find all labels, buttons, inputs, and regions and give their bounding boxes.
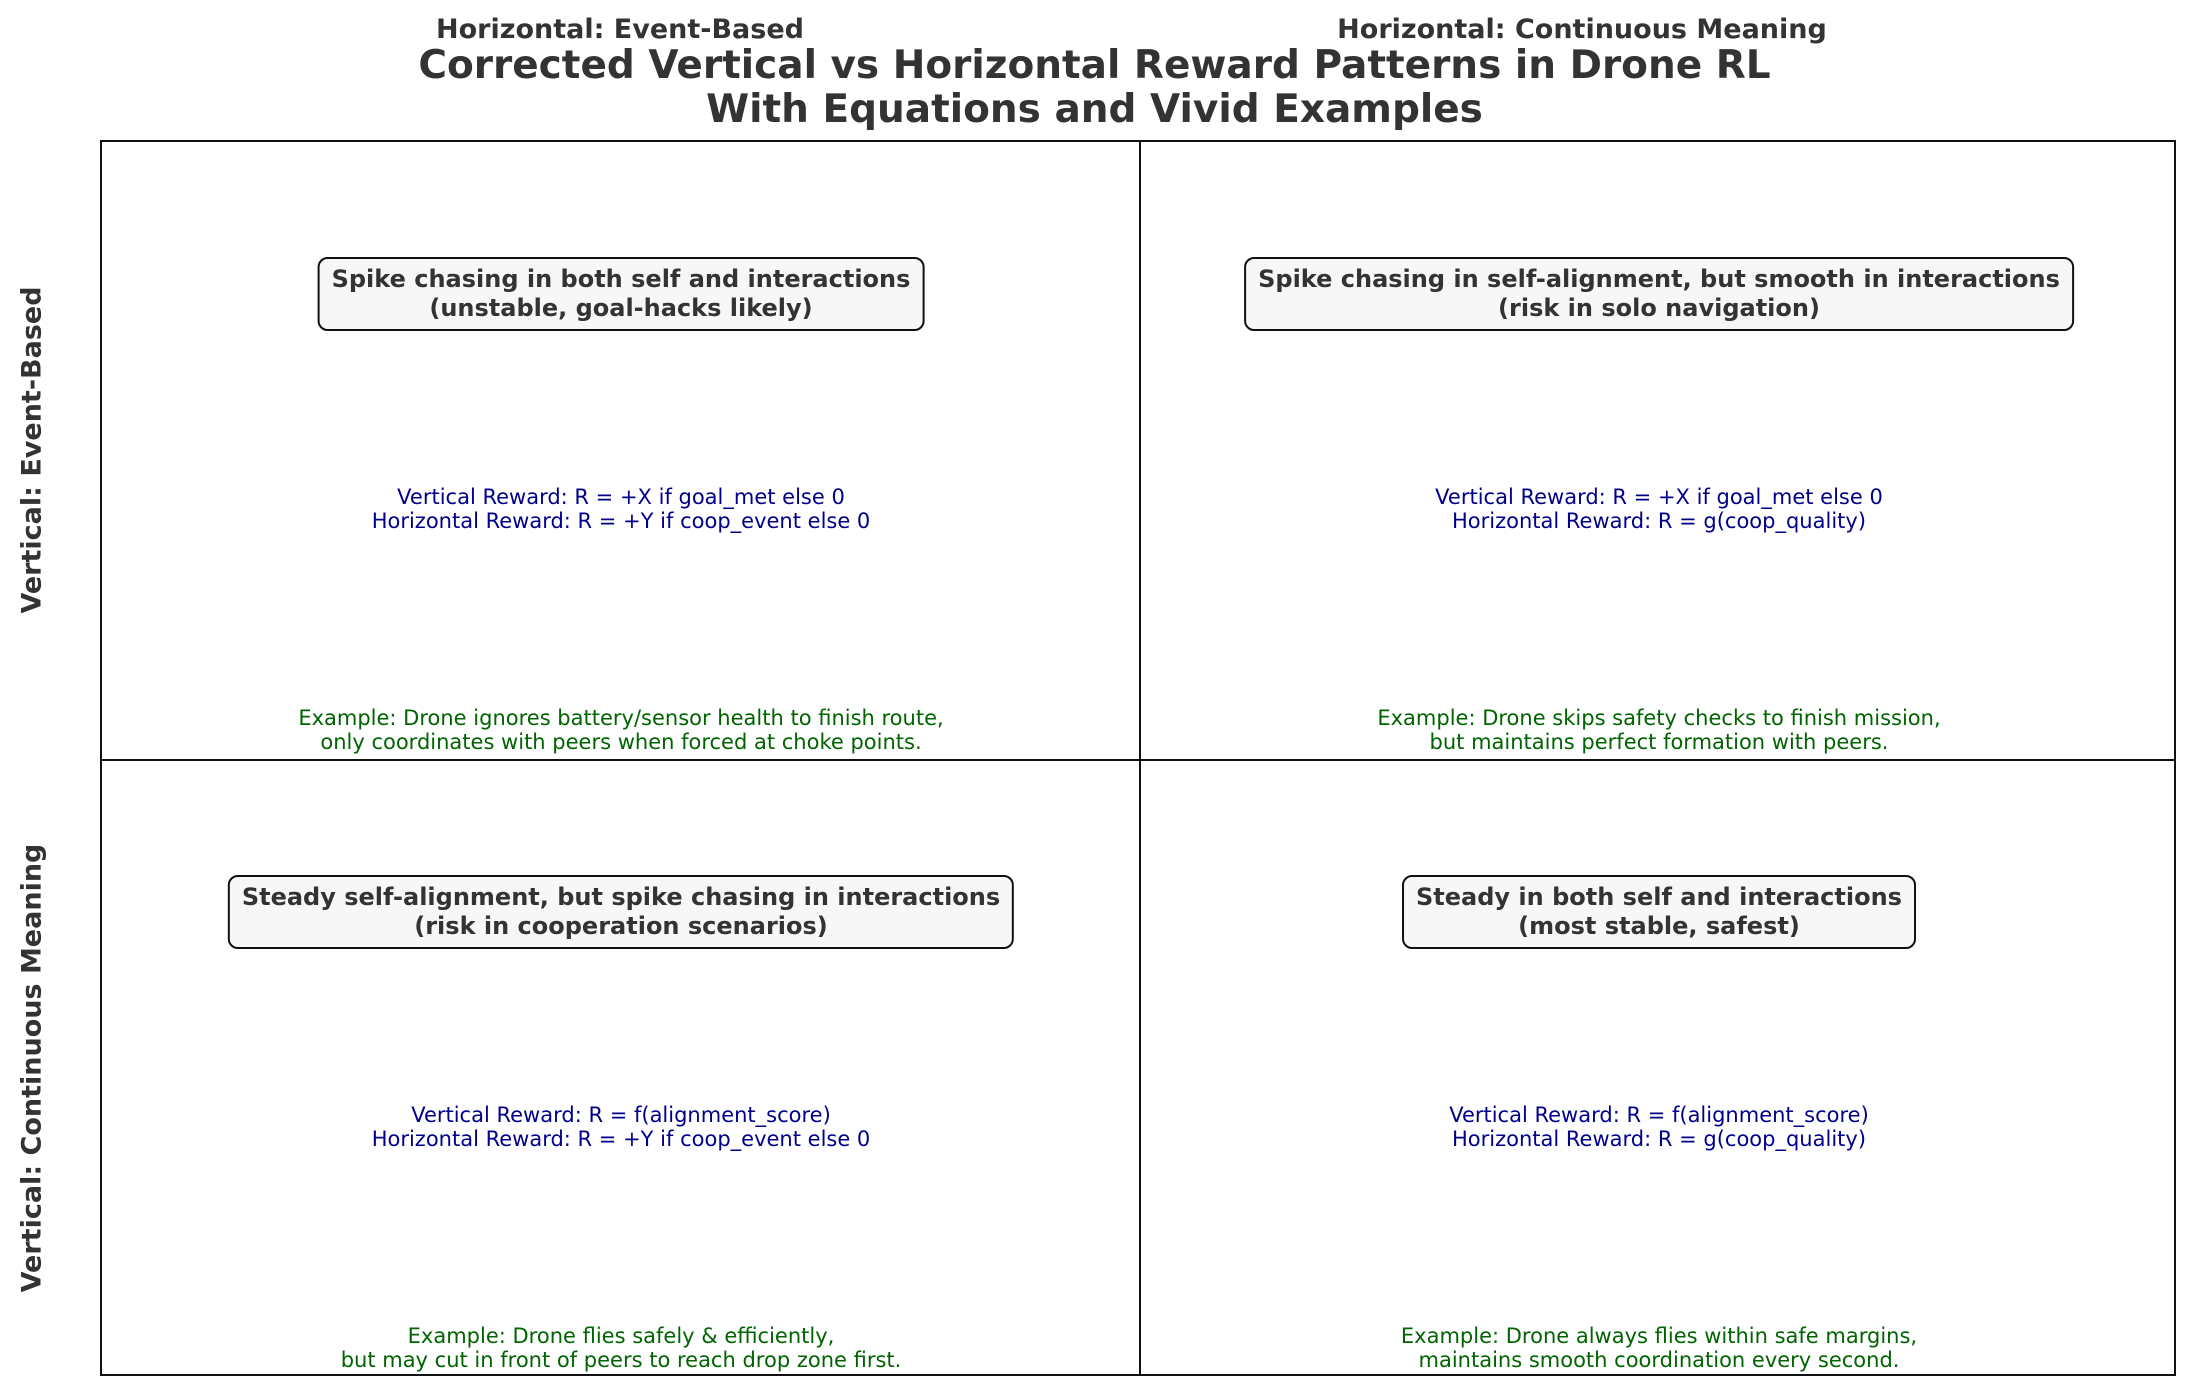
horizontal-reward-equation: Horizontal Reward: R = +Y if coop_event … [371, 1127, 871, 1151]
quadrant-title-line-2: (risk in cooperation scenarios) [414, 912, 828, 940]
horizontal-reward-equation: Horizontal Reward: R = g(coop_quality) [1451, 1127, 1867, 1151]
quadrant-title-line-1: Steady self-alignment, but spike chasing… [241, 883, 1001, 911]
example-line-1: Example: Drone ignores battery/sensor he… [298, 706, 944, 730]
vertical-reward-equation: Vertical Reward: R = f(alignment_score) [411, 1103, 831, 1127]
reward-equations: Vertical Reward: R = f(alignment_score) … [102, 1103, 1140, 1151]
horizontal-reward-equation: Horizontal Reward: R = g(coop_quality) [1451, 509, 1867, 533]
vertical-reward-equation: Vertical Reward: R = +X if goal_met else… [397, 485, 845, 509]
quadrant-title-line-2: (risk in solo navigation) [1498, 294, 1820, 322]
vertical-reward-equation: Vertical Reward: R = f(alignment_score) [1449, 1103, 1869, 1127]
column-header-continuous: Horizontal: Continuous Meaning [1337, 14, 1827, 45]
quadrant-grid: Spike chasing in both self and interacti… [100, 140, 2176, 1376]
example-line-2: but maintains perfect formation with pee… [1429, 730, 1889, 754]
vertical-divider [1139, 142, 1141, 1374]
quadrant-title-box: Spike chasing in both self and interacti… [317, 257, 925, 331]
row-header-continuous: Vertical: Continuous Meaning [16, 843, 48, 1293]
quadrant-top-right: Spike chasing in self-alignment, but smo… [1140, 142, 2178, 760]
example-text: Example: Drone flies safely & efficientl… [102, 1324, 1140, 1372]
example-line-2: but may cut in front of peers to reach d… [340, 1348, 902, 1372]
quadrant-title-box: Steady in both self and interactions (mo… [1402, 875, 1916, 949]
reward-equations: Vertical Reward: R = f(alignment_score) … [1140, 1103, 2178, 1151]
vertical-reward-equation: Vertical Reward: R = +X if goal_met else… [1435, 485, 1883, 509]
horizontal-divider [102, 759, 2174, 761]
example-line-2: maintains smooth coordination every seco… [1418, 1348, 1900, 1372]
quadrant-title-box: Spike chasing in self-alignment, but smo… [1244, 257, 2074, 331]
example-line-1: Example: Drone flies safely & efficientl… [407, 1324, 835, 1348]
horizontal-reward-equation: Horizontal Reward: R = +Y if coop_event … [371, 509, 871, 533]
quadrant-title-line-1: Spike chasing in self-alignment, but smo… [1258, 265, 2060, 293]
quadrant-title-box: Steady self-alignment, but spike chasing… [227, 875, 1015, 949]
quadrant-title-line-2: (unstable, goal-hacks likely) [429, 294, 813, 322]
title-line-1: Corrected Vertical vs Horizontal Reward … [418, 43, 1771, 88]
reward-equations: Vertical Reward: R = +X if goal_met else… [102, 485, 1140, 533]
reward-equations: Vertical Reward: R = +X if goal_met else… [1140, 485, 2178, 533]
title-line-2: With Equations and Vivid Examples [706, 87, 1483, 132]
column-header-event-based: Horizontal: Event-Based [436, 14, 804, 45]
quadrant-top-left: Spike chasing in both self and interacti… [102, 142, 1140, 760]
quadrant-bottom-right: Steady in both self and interactions (mo… [1140, 760, 2178, 1378]
page-title: Corrected Vertical vs Horizontal Reward … [0, 44, 2189, 132]
example-text: Example: Drone skips safety checks to fi… [1140, 706, 2178, 754]
quadrant-title-line-2: (most stable, safest) [1518, 912, 1800, 940]
example-line-2: only coordinates with peers when forced … [320, 730, 922, 754]
row-header-event-based: Vertical: Event-Based [16, 286, 48, 614]
quadrant-title-line-1: Spike chasing in both self and interacti… [331, 265, 911, 293]
quadrant-bottom-left: Steady self-alignment, but spike chasing… [102, 760, 1140, 1378]
example-line-1: Example: Drone always flies within safe … [1400, 1324, 1918, 1348]
quadrant-title-line-1: Steady in both self and interactions [1416, 883, 1902, 911]
example-text: Example: Drone ignores battery/sensor he… [102, 706, 1140, 754]
example-line-1: Example: Drone skips safety checks to fi… [1377, 706, 1941, 730]
example-text: Example: Drone always flies within safe … [1140, 1324, 2178, 1372]
